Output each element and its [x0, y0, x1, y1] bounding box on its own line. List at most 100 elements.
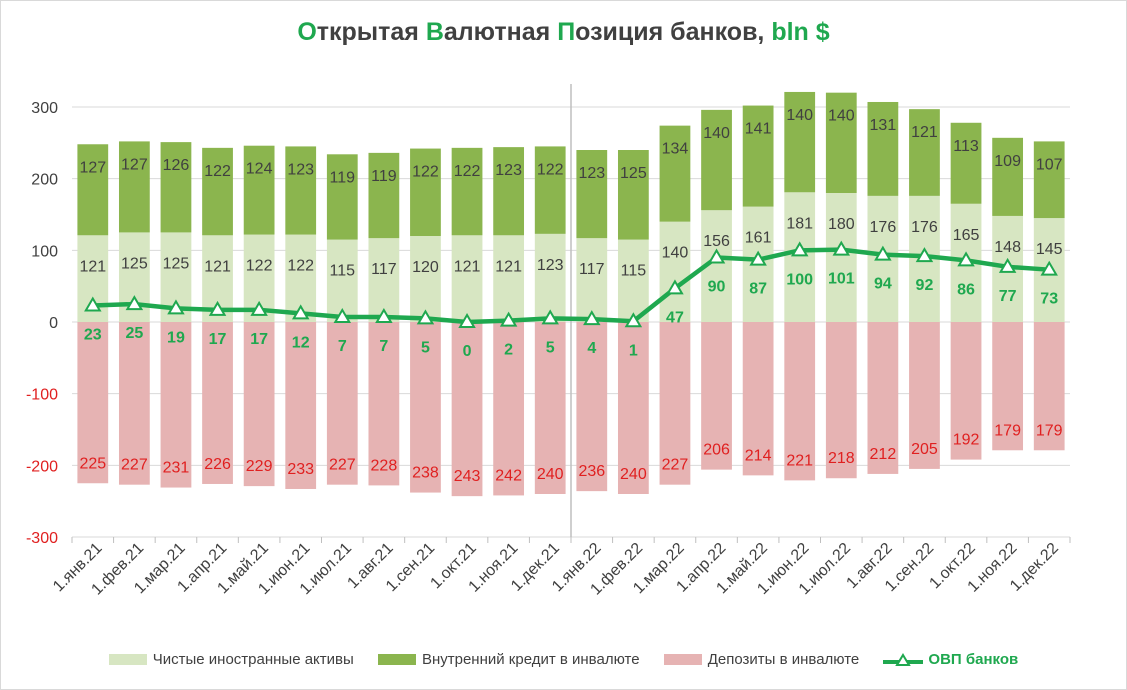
label-deposits-19: 212	[870, 446, 897, 463]
marker-ovp-19	[874, 245, 892, 261]
label-net-foreign-assets-10: 121	[495, 258, 522, 275]
label-deposits-5: 233	[287, 461, 314, 478]
label-net-foreign-assets-16: 161	[745, 230, 772, 247]
bar-deposits-8	[410, 322, 441, 493]
bar-deposits-21	[950, 322, 982, 460]
bar-domestic-credit-14	[659, 125, 691, 222]
label-ovp-10: 2	[504, 342, 513, 359]
marker-ovp-23	[1040, 260, 1058, 276]
marker-ovp-22	[998, 257, 1017, 273]
label-net-foreign-assets-22: 148	[994, 239, 1021, 256]
bar-deposits-6	[326, 322, 358, 485]
bar-deposits-2	[160, 322, 192, 488]
label-ovp-4: 17	[250, 331, 268, 348]
label-net-foreign-assets-14: 140	[662, 245, 689, 262]
label-deposits-11: 240	[537, 466, 564, 483]
bar-deposits-4	[243, 322, 275, 487]
label-ovp-12: 4	[587, 340, 596, 357]
bar-domestic-credit-21	[950, 122, 982, 204]
bar-domestic-credit-23	[1033, 141, 1065, 219]
label-ovp-2: 19	[167, 329, 185, 346]
marker-ovp-21	[957, 251, 975, 267]
bar-deposits-20	[909, 322, 940, 469]
marker-ovp-9	[458, 313, 476, 328]
label-domestic-credit-19: 131	[870, 117, 897, 134]
label-domestic-credit-23: 107	[1036, 156, 1063, 173]
marker-ovp-10	[499, 311, 518, 327]
label-ovp-20: 92	[916, 277, 934, 294]
bar-net-foreign-assets-9	[451, 235, 483, 322]
label-domestic-credit-10: 123	[495, 162, 522, 179]
bar-deposits-19	[867, 322, 899, 474]
label-domestic-credit-6: 119	[330, 169, 356, 186]
y-tick-label-2: -100	[26, 387, 58, 404]
marker-ovp-11	[541, 309, 559, 325]
bar-domestic-credit-17	[784, 91, 816, 193]
bar-net-foreign-assets-14	[659, 221, 691, 322]
marker-ovp-8	[416, 309, 435, 325]
chart-svg: -300-200-1000100200300121127225125127227…	[26, 84, 1071, 599]
label-deposits-10: 242	[495, 467, 522, 484]
bar-deposits-9	[451, 322, 483, 497]
bar-net-foreign-assets-17	[784, 192, 816, 322]
label-deposits-3: 226	[204, 456, 231, 473]
label-net-foreign-assets-13: 115	[621, 263, 647, 280]
label-deposits-23: 179	[1036, 422, 1063, 439]
y-tick-label-5: 200	[31, 172, 58, 189]
label-domestic-credit-20: 121	[911, 124, 938, 141]
legend-item-domestic-credit: Внутренний кредит в инвалюте	[377, 651, 640, 668]
bar-deposits-18	[825, 322, 857, 479]
y-tick-label-3: 0	[49, 315, 58, 332]
label-domestic-credit-0: 127	[79, 159, 106, 176]
marker-ovp-13	[624, 312, 643, 328]
legend-label-net-foreign-assets: Чистые иностранные активы	[152, 650, 354, 668]
marker-ovp-0	[84, 296, 102, 312]
label-ovp-0: 23	[84, 327, 102, 344]
y-tick-label-6: 300	[31, 100, 58, 117]
bar-domestic-credit-9	[451, 147, 483, 236]
bar-domestic-credit-19	[867, 101, 899, 196]
label-ovp-18: 101	[828, 271, 855, 288]
label-deposits-2: 231	[163, 460, 190, 477]
label-ovp-5: 12	[292, 334, 310, 351]
label-domestic-credit-17: 140	[786, 107, 813, 124]
label-ovp-21: 86	[957, 281, 975, 298]
bar-net-foreign-assets-12	[576, 238, 608, 322]
label-net-foreign-assets-19: 176	[870, 219, 897, 236]
bar-deposits-16	[742, 322, 774, 476]
label-ovp-22: 77	[999, 288, 1017, 305]
marker-ovp-7	[375, 307, 393, 323]
label-ovp-16: 87	[749, 281, 767, 298]
label-deposits-20: 205	[911, 441, 938, 458]
label-net-foreign-assets-11: 123	[537, 257, 564, 274]
label-net-foreign-assets-6: 115	[330, 263, 356, 280]
marker-ovp-14	[666, 279, 684, 295]
bar-deposits-12	[576, 322, 608, 492]
bar-deposits-13	[617, 322, 649, 494]
bar-domestic-credit-1	[118, 141, 150, 233]
bar-domestic-credit-2	[160, 142, 192, 233]
title-part-1: ткрытая	[316, 18, 426, 46]
label-domestic-credit-16: 141	[745, 121, 772, 138]
label-ovp-23: 73	[1040, 291, 1058, 308]
bar-domestic-credit-20	[909, 109, 940, 196]
legend: Чистые иностранные активы Внутренний кре…	[0, 650, 1127, 668]
label-domestic-credit-2: 126	[163, 157, 190, 174]
legend-swatch-domestic-credit	[377, 654, 416, 666]
marker-ovp-5	[291, 304, 310, 320]
legend-swatch-deposits	[663, 654, 702, 666]
label-deposits-22: 179	[994, 422, 1021, 439]
label-net-foreign-assets-20: 176	[911, 219, 938, 236]
label-domestic-credit-18: 140	[828, 108, 855, 125]
bar-domestic-credit-8	[410, 148, 441, 236]
label-domestic-credit-21: 113	[953, 138, 979, 155]
title-part-4: П	[557, 18, 576, 46]
bar-deposits-11	[534, 322, 566, 494]
title-part-5: озиция банков,	[575, 18, 772, 46]
marker-ovp-6	[333, 307, 352, 323]
label-domestic-credit-8: 122	[412, 164, 439, 181]
label-net-foreign-assets-7: 117	[371, 261, 397, 278]
title-part-0: О	[297, 18, 317, 46]
bar-domestic-credit-15	[701, 109, 732, 211]
label-deposits-8: 238	[412, 465, 439, 482]
